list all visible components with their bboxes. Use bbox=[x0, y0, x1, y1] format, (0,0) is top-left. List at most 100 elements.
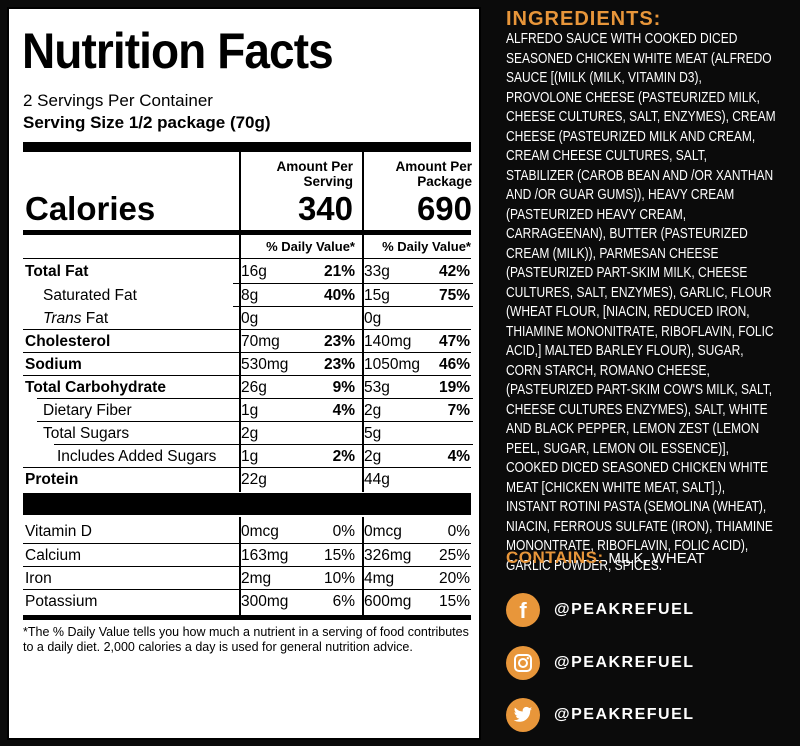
nutrient-name: Iron bbox=[25, 570, 52, 587]
facebook-icon[interactable]: f bbox=[506, 593, 540, 627]
social-handle[interactable]: @PEAKREFUEL bbox=[554, 601, 695, 618]
ingredients-text: ALFREDO SAUCE WITH COOKED DICED SEASONED… bbox=[506, 30, 776, 574]
row-divider bbox=[23, 589, 471, 590]
nutrient-name-italic: Trans bbox=[43, 310, 82, 327]
amount-per-package: 44g bbox=[364, 471, 390, 488]
twitter-icon[interactable] bbox=[506, 698, 540, 732]
nutrient-name: Total Sugars bbox=[43, 425, 130, 442]
amount-per-package: 5g bbox=[364, 425, 382, 442]
dv-per-serving: 21% bbox=[323, 263, 355, 280]
dv-per-package: 15% bbox=[438, 593, 470, 610]
amount-per-package: 33g bbox=[364, 263, 390, 280]
ingredients-title: INGREDIENTS: bbox=[506, 8, 662, 30]
daily-value-header: % Daily Value* bbox=[266, 239, 355, 254]
nutrient-name: Fat bbox=[81, 310, 109, 327]
amount-per-serving: 0g bbox=[241, 310, 259, 327]
dv-per-serving: 9% bbox=[332, 379, 355, 396]
amount-per-package-header: Amount Per Package bbox=[395, 159, 472, 189]
nutrient-name: Protein bbox=[25, 471, 79, 488]
calories-per-package: 690 bbox=[416, 190, 472, 227]
row-divider bbox=[233, 283, 473, 284]
divider-thick bbox=[23, 142, 471, 152]
column-divider bbox=[362, 152, 364, 492]
serving-size: Serving Size 1/2 package (70g) bbox=[23, 113, 271, 132]
row-divider bbox=[54, 444, 473, 445]
dv-per-serving: 23% bbox=[323, 333, 355, 350]
servings-per-container: 2 Servings Per Container bbox=[23, 91, 213, 110]
amount-per-serving: 2mg bbox=[241, 570, 272, 587]
calories-label: Calories bbox=[25, 190, 156, 227]
dv-per-serving: 4% bbox=[332, 402, 355, 419]
dv-per-package: 4% bbox=[447, 448, 470, 465]
amount-per-package: 0mcg bbox=[364, 523, 402, 540]
nutrient-row-total-sugars: Total Sugars 2g 5g bbox=[23, 422, 471, 445]
nutrient-row-sodium: Sodium 530mg 23% 1050mg 46% bbox=[23, 353, 471, 376]
dv-per-serving: 0% bbox=[332, 523, 355, 540]
instagram-icon[interactable] bbox=[506, 646, 540, 680]
nutrient-row-dietary-fiber: Dietary Fiber 1g 4% 2g 7% bbox=[23, 399, 471, 422]
amount-per-serving: 1g bbox=[241, 448, 259, 465]
row-divider bbox=[23, 329, 471, 330]
allergen-statement: CONTAINS: MILK, WHEAT bbox=[506, 547, 705, 570]
column-divider bbox=[239, 152, 241, 492]
row-divider bbox=[23, 375, 471, 376]
nutrient-row-total-fat: Total Fat 16g 21% 33g 42% bbox=[23, 260, 471, 283]
svg-text:f: f bbox=[519, 599, 527, 621]
daily-value-footnote: *The % Daily Value tells you how much a … bbox=[23, 625, 469, 654]
row-divider bbox=[37, 421, 473, 422]
row-divider bbox=[23, 352, 471, 353]
amount-per-serving: 163mg bbox=[241, 547, 289, 564]
social-instagram[interactable]: @PEAKREFUEL bbox=[506, 646, 695, 680]
amount-per-serving: 300mg bbox=[241, 593, 289, 610]
amount-per-serving: 1g bbox=[241, 402, 259, 419]
dv-per-package: 0% bbox=[447, 523, 470, 540]
social-twitter[interactable]: @PEAKREFUEL bbox=[506, 698, 695, 732]
dv-per-serving: 2% bbox=[332, 448, 355, 465]
dv-per-package: 7% bbox=[447, 402, 470, 419]
contains-value: MILK, WHEAT bbox=[608, 550, 705, 567]
amount-per-package: 1050mg bbox=[364, 356, 421, 373]
dv-per-serving: 40% bbox=[323, 287, 355, 304]
amount-per-package: 15g bbox=[364, 287, 390, 304]
nutrient-name: Vitamin D bbox=[25, 523, 92, 540]
dv-per-package: 25% bbox=[438, 547, 470, 564]
dv-per-serving: 10% bbox=[323, 570, 355, 587]
divider-thick bbox=[23, 493, 471, 515]
row-divider bbox=[233, 306, 473, 307]
divider-medium bbox=[23, 230, 471, 235]
nutrient-row-cholesterol: Cholesterol 70mg 23% 140mg 47% bbox=[23, 330, 471, 353]
amount-per-serving: 8g bbox=[241, 287, 259, 304]
social-handle[interactable]: @PEAKREFUEL bbox=[554, 706, 695, 723]
dv-per-package: 20% bbox=[438, 570, 470, 587]
nutrient-name: Potassium bbox=[25, 593, 98, 610]
dv-per-serving: 15% bbox=[323, 547, 355, 564]
nutrient-name: Total Carbohydrate bbox=[25, 379, 166, 396]
amount-per-serving: 70mg bbox=[241, 333, 280, 350]
nutrient-name: Saturated Fat bbox=[43, 287, 137, 304]
amount-per-serving: 26g bbox=[241, 379, 267, 396]
nutrient-name: Cholesterol bbox=[25, 333, 111, 350]
amount-per-package: 140mg bbox=[364, 333, 412, 350]
contains-label: CONTAINS: bbox=[506, 548, 604, 567]
row-divider bbox=[23, 543, 471, 544]
nutrient-name: Includes Added Sugars bbox=[57, 448, 217, 465]
nutrient-row-total-carbohydrate: Total Carbohydrate 26g 9% 53g 19% bbox=[23, 376, 471, 399]
nutrient-row-trans-fat: Trans Fat 0g 0g bbox=[23, 307, 471, 330]
amount-per-package: 53g bbox=[364, 379, 390, 396]
dv-per-package: 42% bbox=[438, 263, 470, 280]
amount-per-serving: 2g bbox=[241, 425, 259, 442]
amount-per-serving: 16g bbox=[241, 263, 267, 280]
social-facebook[interactable]: f @PEAKREFUEL bbox=[506, 593, 695, 627]
dv-per-serving: 23% bbox=[323, 356, 355, 373]
social-handle[interactable]: @PEAKREFUEL bbox=[554, 654, 695, 671]
vitamin-row-potassium: Potassium 300mg 6% 600mg 15% bbox=[23, 590, 471, 613]
amount-per-package: 2g bbox=[364, 448, 382, 465]
label-title: Nutrition Facts bbox=[22, 23, 334, 79]
amount-per-package: 326mg bbox=[364, 547, 412, 564]
amount-per-package: 600mg bbox=[364, 593, 412, 610]
amount-per-package: 4mg bbox=[364, 570, 395, 587]
amount-per-serving: 0mcg bbox=[241, 523, 279, 540]
row-divider bbox=[23, 566, 471, 567]
amount-per-package: 0g bbox=[364, 310, 382, 327]
nutrient-name: Total Fat bbox=[25, 263, 89, 280]
